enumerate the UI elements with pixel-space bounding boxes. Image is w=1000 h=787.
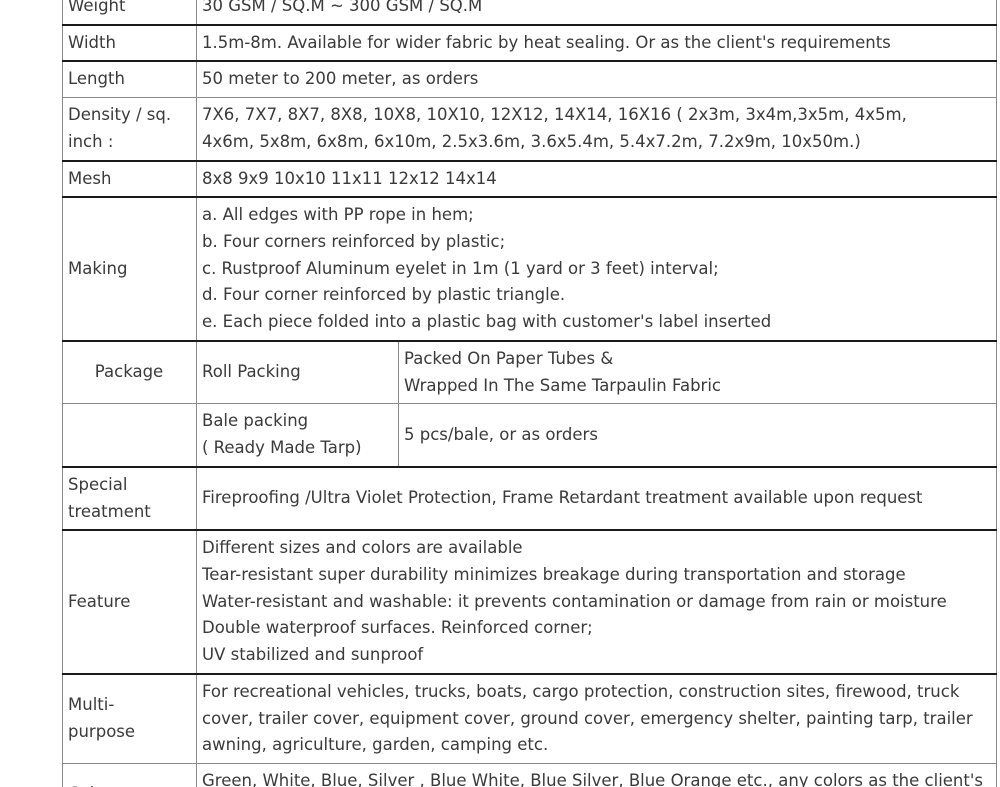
row-label-package: Package	[62, 340, 197, 405]
making-line-5: e. Each piece folded into a plastic bag …	[202, 312, 772, 332]
package-roll-detail-line-2: Wrapped In The Same Tarpaulin Fabric	[404, 375, 721, 395]
density-value-line-2: 4x6m, 5x8m, 6x8m, 6x10m, 2.5x3.6m, 3.6x5…	[202, 131, 861, 151]
making-line-1: a. All edges with PP rope in hem;	[202, 205, 474, 225]
table-row-multi-purpose: Multi- purpose For recreational vehicles…	[62, 673, 997, 764]
package-roll-detail-line-1: Packed On Paper Tubes &	[404, 348, 614, 368]
density-label-line-2: inch :	[68, 131, 114, 151]
row-value-multi-purpose: For recreational vehicles, trucks, boats…	[196, 673, 997, 764]
row-value-color: Green, White, Blue, Silver , Blue White,…	[196, 762, 997, 787]
package-bale-type-line-2: ( Ready Made Tarp)	[202, 438, 362, 458]
row-value-length: 50 meter to 200 meter, as orders	[196, 60, 997, 99]
specification-table: Weight 30 GSM / SQ.M ~ 300 GSM / SQ.M Wi…	[62, 0, 997, 787]
table-row-feature: Feature Different sizes and colors are a…	[62, 529, 997, 675]
density-value-line-1: 7X6, 7X7, 8X7, 8X8, 10X8, 10X10, 12X12, …	[202, 105, 907, 125]
row-label-density: Density / sq. inch :	[62, 97, 197, 162]
special-treatment-label-line-1: Special	[68, 474, 128, 494]
table-row-density: Density / sq. inch : 7X6, 7X7, 8X7, 8X8,…	[62, 97, 997, 162]
row-label-width: Width	[62, 23, 197, 62]
row-label-mesh: Mesh	[62, 159, 197, 199]
multi-purpose-label-line-2: purpose	[68, 721, 136, 741]
feature-line-3: Water-resistant and washable: it prevent…	[202, 591, 947, 611]
row-label-multi-purpose: Multi- purpose	[62, 673, 197, 764]
table-row-weight: Weight 30 GSM / SQ.M ~ 300 GSM / SQ.M	[62, 0, 997, 26]
table-row-length: Length 50 meter to 200 meter, as orders	[62, 60, 997, 99]
row-value-making: a. All edges with PP rope in hem; b. Fou…	[196, 196, 997, 342]
row-label-special-treatment: Special treatment	[62, 466, 197, 532]
table-row-mesh: Mesh 8x8 9x9 10x10 11x11 12x12 14x14	[62, 159, 997, 199]
row-value-mesh: 8x8 9x9 10x10 11x11 12x12 14x14	[196, 159, 997, 199]
feature-line-2: Tear-resistant super durability minimize…	[202, 564, 906, 584]
package-bale-type: Bale packing ( Ready Made Tarp)	[196, 403, 399, 468]
row-value-width: 1.5m-8m. Available for wider fabric by h…	[196, 23, 997, 62]
row-label-making: Making	[62, 196, 197, 342]
table-row-special-treatment: Special treatment Fireproofing /Ultra Vi…	[62, 466, 997, 532]
package-roll-detail: Packed On Paper Tubes & Wrapped In The S…	[398, 340, 997, 405]
package-bale-type-line-1: Bale packing	[202, 411, 309, 431]
table-row-making: Making a. All edges with PP rope in hem;…	[62, 196, 997, 342]
feature-line-1: Different sizes and colors are available	[202, 538, 523, 558]
multi-purpose-label-line-1: Multi-	[68, 695, 115, 715]
making-line-4: d. Four corner reinforced by plastic tri…	[202, 285, 566, 305]
package-bale-detail: 5 pcs/bale, or as orders	[398, 403, 997, 468]
row-label-package-empty	[62, 403, 197, 468]
package-roll-type: Roll Packing	[196, 340, 399, 405]
making-line-2: b. Four corners reinforced by plastic;	[202, 232, 506, 252]
special-treatment-label-line-2: treatment	[68, 501, 151, 521]
row-label-length: Length	[62, 60, 197, 99]
table-row-color: Color Green, White, Blue, Silver , Blue …	[62, 762, 997, 787]
row-label-weight: Weight	[62, 0, 197, 26]
row-value-special-treatment: Fireproofing /Ultra Violet Protection, F…	[196, 466, 997, 532]
feature-line-5: UV stabilized and sunproof	[202, 645, 424, 665]
table-row-width: Width 1.5m-8m. Available for wider fabri…	[62, 23, 997, 62]
row-label-feature: Feature	[62, 529, 197, 675]
table-row-package-roll: Package Roll Packing Packed On Paper Tub…	[62, 340, 997, 405]
spec-table-container: Weight 30 GSM / SQ.M ~ 300 GSM / SQ.M Wi…	[62, 0, 997, 787]
feature-line-4: Double waterproof surfaces. Reinforced c…	[202, 618, 593, 638]
row-value-density: 7X6, 7X7, 8X7, 8X8, 10X8, 10X10, 12X12, …	[196, 97, 997, 162]
density-label-line-1: Density / sq.	[68, 105, 172, 125]
row-label-color: Color	[62, 762, 197, 787]
row-value-weight: 30 GSM / SQ.M ~ 300 GSM / SQ.M	[196, 0, 997, 26]
row-value-feature: Different sizes and colors are available…	[196, 529, 997, 675]
table-row-package-bale: Bale packing ( Ready Made Tarp) 5 pcs/ba…	[62, 403, 997, 468]
making-line-3: c. Rustproof Aluminum eyelet in 1m (1 ya…	[202, 258, 719, 278]
